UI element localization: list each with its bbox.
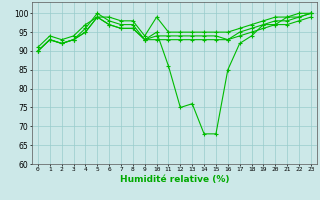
X-axis label: Humidité relative (%): Humidité relative (%) xyxy=(120,175,229,184)
